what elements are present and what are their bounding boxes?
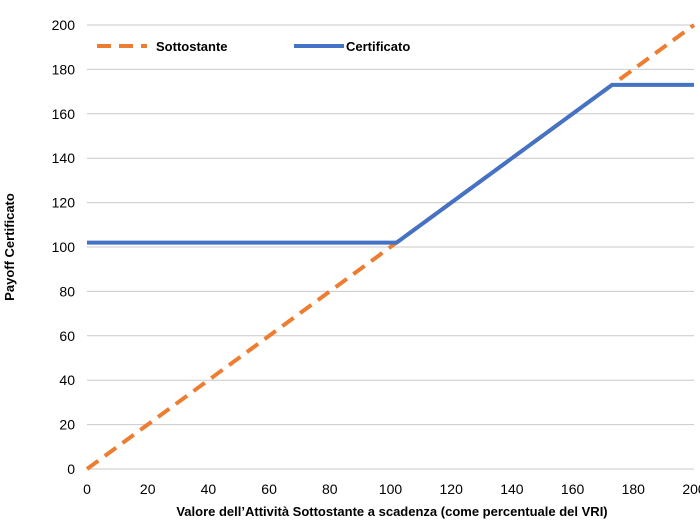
x-tick-label: 20 [140,481,156,497]
x-tick-label: 140 [500,481,524,497]
x-tick-label: 100 [379,481,403,497]
x-tick-label: 80 [322,481,338,497]
series-line-certificato [87,82,694,245]
x-tick-label: 160 [561,481,585,497]
x-tick-label: 0 [83,481,91,497]
y-axis-title: Payoff Certificato [2,193,17,301]
x-tick-label: 120 [440,481,464,497]
x-tick-label: 200 [682,481,700,497]
y-tick-label: 160 [52,106,76,122]
y-tick-label: 0 [67,461,75,477]
x-tick-label: 180 [622,481,646,497]
legend: Sottostante Certificato [97,39,410,54]
legend-label-sottostante: Sottostante [156,39,228,54]
series-lines [85,23,696,471]
y-tick-label: 120 [52,195,76,211]
x-axis-ticks: 0 20 40 60 80 100 120 140 160 180 200 [83,481,700,497]
x-axis-title: Valore dell’Attività Sottostante a scade… [176,504,607,519]
legend-label-certificato: Certificato [346,39,410,54]
y-tick-label: 140 [52,150,76,166]
y-tick-label: 180 [52,61,76,77]
x-tick-label: 60 [261,481,277,497]
y-axis-ticks: 0 20 40 60 80 100 120 140 160 180 200 [52,17,76,477]
y-tick-label: 200 [52,17,76,33]
y-tick-label: 20 [59,417,75,433]
y-tick-label: 100 [52,239,76,255]
y-tick-label: 60 [59,328,75,344]
y-tick-label: 80 [59,283,75,299]
y-tick-label: 40 [59,372,75,388]
x-tick-label: 40 [201,481,217,497]
